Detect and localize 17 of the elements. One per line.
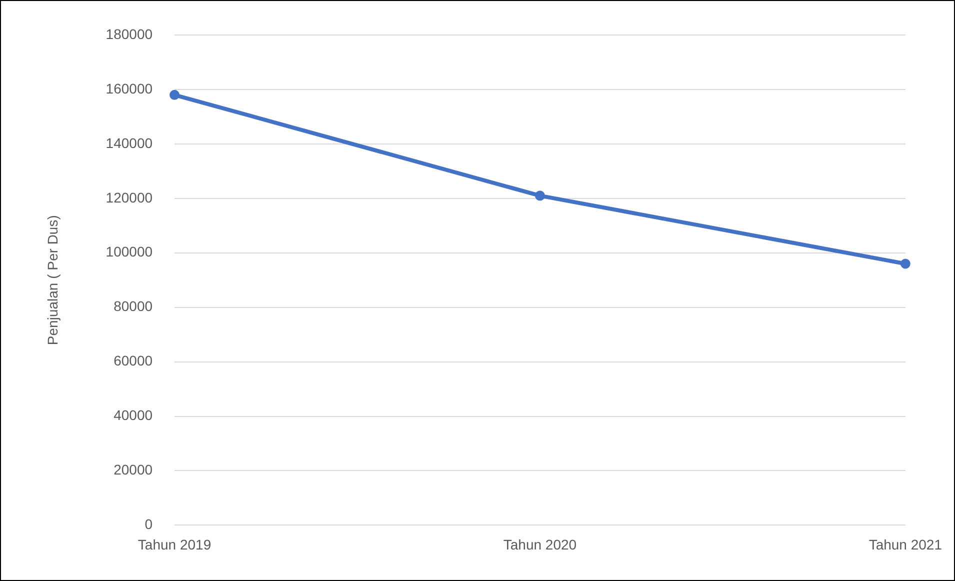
y-axis-title: Penjualan ( Per Dus) <box>44 215 60 346</box>
y-tick-label: 180000 <box>106 26 153 42</box>
y-tick-label: 100000 <box>106 244 153 260</box>
point <box>534 190 545 201</box>
y-tick-label: 140000 <box>106 134 153 151</box>
y-tick-label: 80000 <box>114 298 153 314</box>
x-tick-label: Tahun 2019 <box>138 536 212 552</box>
point <box>170 90 180 100</box>
y-tick-label: 0 <box>144 516 153 532</box>
y-tick-label: 40000 <box>114 407 153 424</box>
x-tick-label: Tahun 2020 <box>503 536 577 552</box>
x-tick-label: Tahun 2021 <box>868 536 942 552</box>
y-tick-label: 60000 <box>114 352 153 369</box>
y-tick-label: 160000 <box>106 80 153 96</box>
point <box>900 258 910 269</box>
y-tick-label: 120000 <box>106 189 153 206</box>
y-tick-label: 20000 <box>114 462 153 478</box>
